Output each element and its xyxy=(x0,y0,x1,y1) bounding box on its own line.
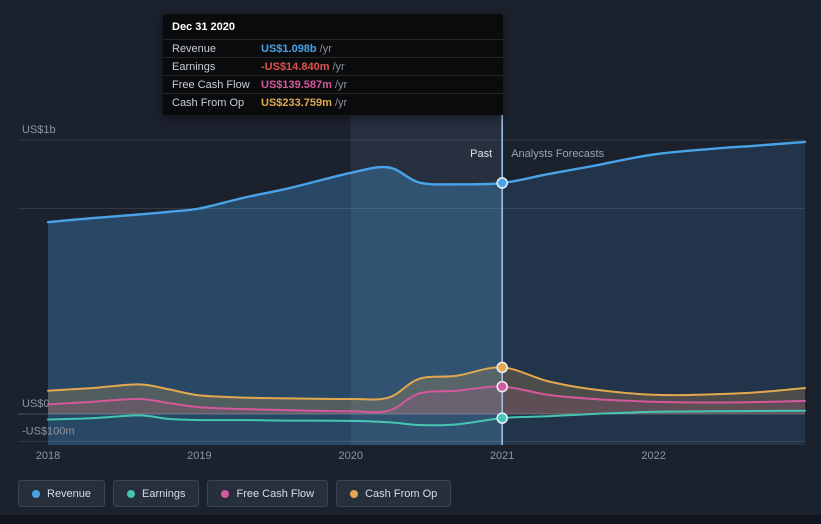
revenue-area-past xyxy=(48,167,503,445)
tooltip-value: -US$14.840m xyxy=(261,60,330,73)
hover-highlight-band xyxy=(350,115,503,445)
y-axis-label: US$1b xyxy=(22,124,56,136)
legend-revenue-button[interactable]: Revenue xyxy=(18,480,106,507)
revenue-area-forecast xyxy=(502,141,805,445)
revenue-marker xyxy=(496,177,508,189)
y-axis-label: -US$100m xyxy=(22,425,75,437)
free-cash-flow-area xyxy=(48,386,805,414)
legend-revenue-label: Revenue xyxy=(47,487,92,500)
earnings-dot-icon xyxy=(127,489,136,498)
analysts-forecasts-label: Analysts Forecasts xyxy=(511,148,604,160)
revenue-line xyxy=(46,140,807,224)
x-axis-label: 2019 xyxy=(187,450,211,462)
legend-free-cash-flow-label: Free Cash Flow xyxy=(236,487,315,500)
x-axis-label: 2022 xyxy=(641,450,665,462)
tooltip-row-revenue: Revenue US$1.098b /yr xyxy=(163,39,503,57)
legend-earnings-button[interactable]: Earnings xyxy=(113,480,200,507)
earnings-line xyxy=(47,409,806,427)
tooltip-value: US$1.098b xyxy=(261,42,317,55)
legend-cash-from-op-button[interactable]: Cash From Op xyxy=(336,480,452,507)
cash-from-op-area xyxy=(48,367,805,414)
tooltip-row-cash-from-op: Cash From Op US$233.759m /yr xyxy=(163,93,503,111)
revenue-dot-icon xyxy=(32,489,40,498)
tooltip-value: US$139.587m xyxy=(261,78,332,91)
legend-free-cash-flow-button[interactable]: Free Cash Flow xyxy=(207,480,329,507)
legend-earnings-label: Earnings xyxy=(142,487,186,500)
cash-from-op-dot-icon xyxy=(350,489,359,498)
free-cash-flow-marker xyxy=(496,380,508,393)
tooltip-label: Cash From Op xyxy=(172,96,245,109)
free-cash-flow-dot-icon xyxy=(221,489,230,498)
x-axis-label: 2018 xyxy=(36,450,60,462)
tooltip-label: Earnings xyxy=(172,60,216,73)
x-axis-label: 2021 xyxy=(490,450,514,462)
tooltip-suffix: /yr xyxy=(332,60,345,73)
bottom-divider-bar xyxy=(0,515,821,524)
tooltip-value: US$233.759m xyxy=(261,96,332,109)
free-cash-flow-line xyxy=(47,385,806,414)
tooltip-label: Revenue xyxy=(172,42,217,55)
y-axis-label: US$0 xyxy=(22,398,50,410)
tooltip-suffix: /yr xyxy=(334,96,348,109)
tooltip-suffix: /yr xyxy=(334,78,348,91)
tooltip-row-free-cash-flow: Free Cash Flow US$139.587m /yr xyxy=(163,75,503,93)
past-label: Past xyxy=(470,148,492,160)
chart-tooltip: Dec 31 2020 Revenue US$1.098b /yr Earnin… xyxy=(163,14,503,115)
tooltip-suffix: /yr xyxy=(319,42,332,55)
tooltip-row-earnings: Earnings -US$14.840m /yr xyxy=(163,57,503,75)
earnings-marker xyxy=(496,412,508,424)
chart-legend: Revenue Earnings Free Cash Flow Cash Fro… xyxy=(18,480,452,507)
legend-cash-from-op-label: Cash From Op xyxy=(365,487,438,500)
cash-from-op-line xyxy=(47,366,806,401)
cash-from-op-marker xyxy=(496,361,508,374)
tooltip-label: Free Cash Flow xyxy=(172,78,250,91)
tooltip-date: Dec 31 2020 xyxy=(172,21,235,33)
x-axis-label: 2020 xyxy=(339,450,363,462)
